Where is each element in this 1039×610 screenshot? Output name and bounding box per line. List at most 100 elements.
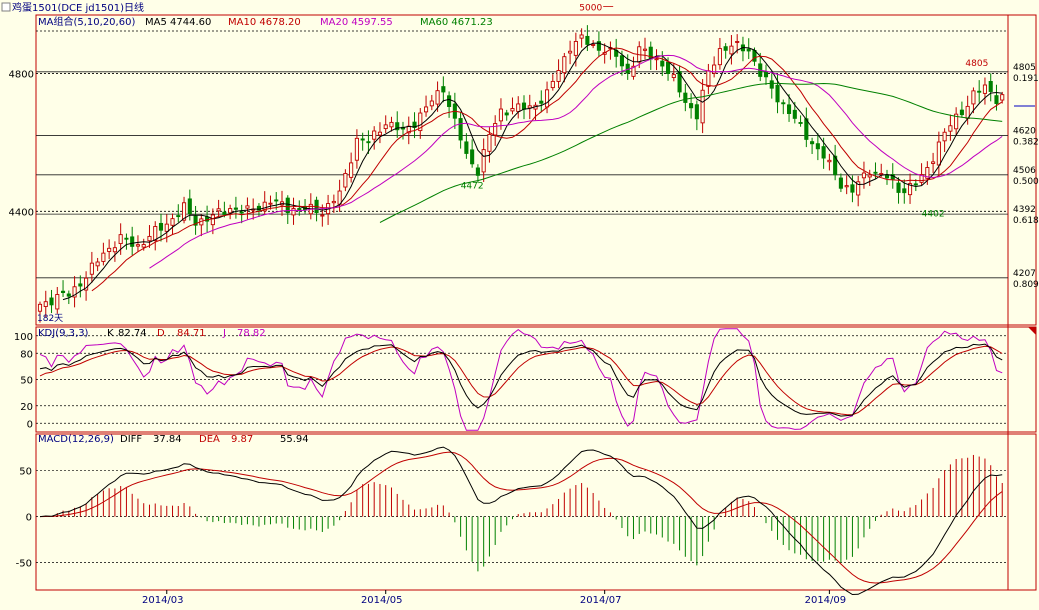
candle-body	[752, 49, 757, 62]
fib-price-label: 4392	[1013, 205, 1036, 215]
candle-body	[504, 112, 509, 116]
candle-body	[43, 301, 48, 307]
legend-item: MA10 4678.20	[228, 17, 301, 28]
fib-price-label: 4805	[1013, 63, 1036, 73]
candle-body	[781, 102, 786, 105]
candle-body	[562, 56, 567, 74]
fib-ratio-label: 0.809	[1013, 280, 1039, 290]
candle-body	[971, 90, 976, 105]
kdj-k-line	[39, 343, 1003, 417]
candle-body	[591, 44, 596, 46]
candle-body	[72, 286, 77, 298]
candle-body	[677, 71, 682, 93]
annotation-low-label: 4472	[461, 182, 484, 192]
x-tick-label: 2014/09	[805, 595, 847, 606]
candle-body	[147, 235, 152, 242]
kdj-y-tick: 100	[14, 332, 33, 343]
candle-body	[268, 202, 273, 205]
legend-item: 82.74	[118, 328, 147, 339]
candle-body	[873, 171, 878, 174]
candle-body	[78, 283, 83, 287]
candle-body	[331, 200, 336, 204]
candle-body	[112, 247, 117, 253]
candle-body	[746, 48, 751, 52]
candle-body	[723, 46, 728, 51]
candle-body	[833, 155, 838, 176]
legend-item: MA60 4671.23	[420, 17, 493, 28]
candle-body	[141, 244, 146, 248]
candle-body	[210, 214, 215, 226]
candle-body	[521, 102, 527, 110]
candle-body	[423, 106, 429, 113]
candle-body	[176, 215, 181, 218]
annotation-high-label: 4805	[965, 59, 988, 69]
kdj-y-tick: 80	[20, 349, 33, 360]
candle-body	[49, 297, 54, 306]
candle-body	[89, 262, 94, 275]
candle-body	[441, 86, 446, 93]
candle-body	[550, 80, 555, 89]
candle-body	[343, 172, 348, 188]
candle-body	[395, 122, 400, 131]
candle-body	[619, 55, 625, 67]
macd-panel-frame	[35, 433, 1037, 591]
candle-body	[907, 183, 913, 196]
candle-body	[101, 252, 106, 262]
price-panel-frame	[35, 14, 1037, 326]
legend-item: MA5 4744.60	[145, 17, 211, 28]
candle-body	[107, 247, 112, 252]
candle-body	[158, 222, 164, 231]
candle-body	[84, 277, 89, 291]
candle-body	[763, 72, 769, 78]
legend-item: 84.71	[177, 328, 206, 339]
candle-body	[291, 208, 296, 216]
candle-body	[435, 90, 440, 105]
legend-item: 37.84	[153, 434, 182, 445]
candle-body	[585, 35, 590, 45]
candle-body	[936, 141, 941, 166]
candle-body	[792, 109, 797, 119]
candle-body	[510, 108, 515, 112]
candle-body	[712, 64, 717, 74]
candle-body	[919, 174, 924, 183]
fib-ratio-label: 0.191	[1013, 74, 1039, 84]
candle-body	[66, 293, 71, 297]
candle-body	[516, 103, 521, 112]
candle-body	[181, 202, 187, 221]
candle-body	[769, 80, 774, 89]
legend-item: MACD(12,26,9)	[38, 434, 114, 445]
candle-body	[827, 159, 832, 163]
legend-item: MA20 4597.55	[320, 17, 393, 28]
candle-body	[285, 197, 290, 214]
candle-body	[37, 303, 43, 312]
candle-body	[187, 198, 192, 215]
candle-body	[810, 141, 815, 145]
x-tick-label: 2014/07	[580, 595, 622, 606]
candle-body	[372, 130, 377, 140]
fib-ratio-label: 0.500	[1013, 177, 1039, 187]
fib-ratio-label: 0.618	[1013, 216, 1039, 226]
macd-y-tick: 50	[19, 467, 32, 478]
candle-body	[130, 236, 135, 247]
candle-body	[798, 122, 803, 124]
candle-body	[717, 48, 722, 66]
x-tick-label: 2014/03	[142, 595, 184, 606]
kdj-y-tick: 50	[20, 376, 33, 387]
candle-body	[573, 40, 578, 56]
candle-body	[838, 177, 843, 189]
candle-body	[447, 95, 452, 107]
candle-body	[349, 162, 354, 178]
fib-price-label: 4620	[1013, 127, 1036, 137]
candle-body	[861, 172, 867, 179]
window-icon	[1, 2, 11, 12]
annotation-days-label: 182天	[37, 314, 63, 324]
candle-body	[850, 184, 855, 193]
legend-item: J	[222, 328, 226, 339]
candle-body	[579, 34, 584, 39]
candle-body	[568, 50, 573, 54]
candle-body	[856, 181, 861, 196]
candle-body	[775, 84, 780, 103]
candle-body	[821, 146, 826, 159]
candle-body	[844, 185, 849, 188]
